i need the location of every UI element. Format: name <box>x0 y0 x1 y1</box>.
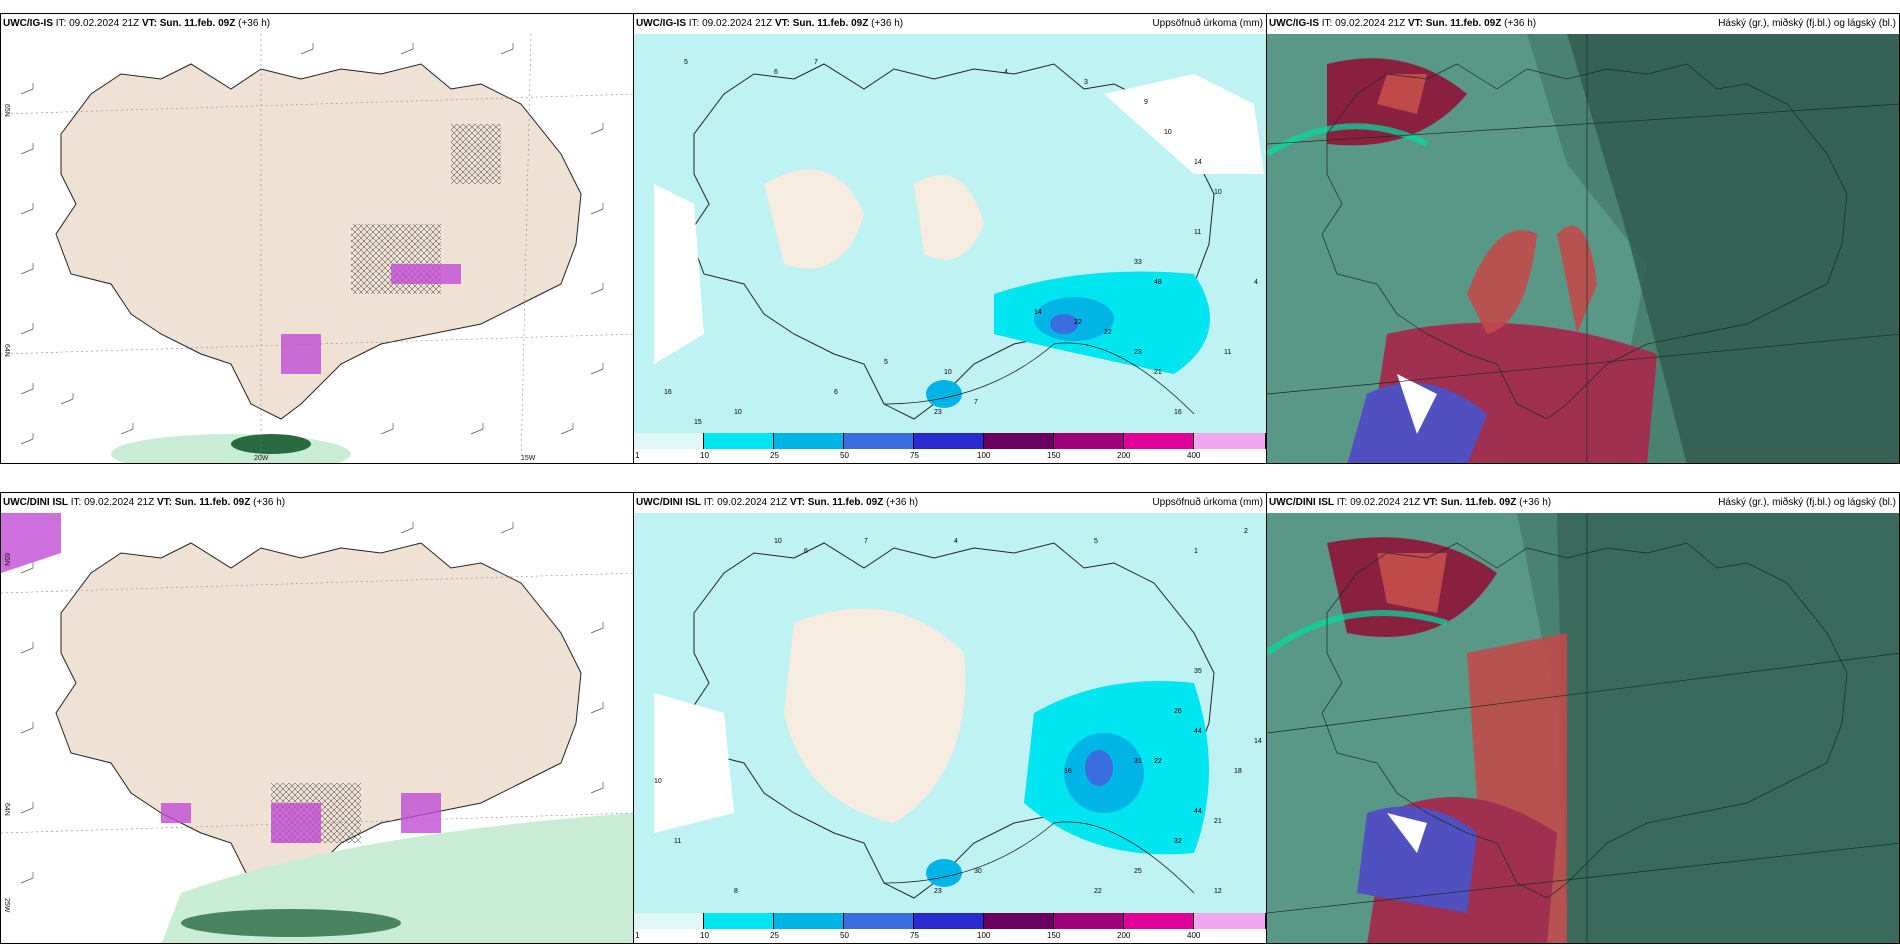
svg-text:44: 44 <box>1194 808 1202 815</box>
precip-map-svg: 5 6 7 4 3 9 10 14 10 11 33 48 22 23 21 16 22 14 10 23 1… <box>634 34 1266 435</box>
panel-title: UWC/DINI ISL IT: 09.02.2024 21Z VT: Sun.… <box>1 493 633 513</box>
svg-text:16: 16 <box>1064 768 1072 775</box>
cloud-map-svg <box>1267 513 1899 943</box>
svg-text:10: 10 <box>774 538 782 545</box>
svg-text:25: 25 <box>1134 868 1142 875</box>
svg-text:31: 31 <box>1134 758 1142 765</box>
cloud-map-svg <box>1267 34 1899 463</box>
svg-text:22: 22 <box>1094 888 1102 895</box>
svg-text:4: 4 <box>954 538 958 545</box>
svg-text:4: 4 <box>1254 279 1258 286</box>
svg-text:14: 14 <box>1034 309 1042 316</box>
svg-text:10: 10 <box>944 369 952 376</box>
precip-colorbar: 1 10 25 50 75 100 150 200 400 <box>634 433 1266 463</box>
panel-title: UWC/DINI ISL IT: 09.02.2024 21Z VT: Sun.… <box>1267 493 1899 513</box>
lon-label: 25W <box>3 898 10 913</box>
svg-text:26: 26 <box>1174 708 1182 715</box>
svg-text:48: 48 <box>1154 279 1162 286</box>
svg-text:9: 9 <box>1144 99 1148 106</box>
svg-text:11: 11 <box>1224 349 1231 356</box>
svg-text:7: 7 <box>974 399 978 406</box>
precip-map-ig: UWC/IG-IS IT: 09.02.2024 21Z VT: Sun. 11… <box>633 13 1267 464</box>
svg-text:10: 10 <box>1214 189 1222 196</box>
svg-text:15: 15 <box>694 419 702 426</box>
precip-map-dini: UWC/DINI ISL IT: 09.02.2024 21Z VT: Sun.… <box>633 492 1267 944</box>
wind-snow-map-dini: UWC/DINI ISL IT: 09.02.2024 21Z VT: Sun.… <box>0 492 634 944</box>
svg-text:11: 11 <box>1194 229 1201 236</box>
svg-text:8: 8 <box>734 888 738 895</box>
svg-text:7: 7 <box>814 59 818 66</box>
svg-text:1: 1 <box>1194 548 1198 555</box>
svg-text:6: 6 <box>834 389 838 396</box>
lon-label: 15W <box>521 455 536 462</box>
panel-title: UWC/IG-IS IT: 09.02.2024 21Z VT: Sun. 11… <box>1 14 633 34</box>
cloud-map-ig: UWC/IG-IS IT: 09.02.2024 21Z VT: Sun. 11… <box>1266 13 1900 464</box>
wind-snow-map-ig: UWC/IG-IS IT: 09.02.2024 21Z VT: Sun. 11… <box>0 13 634 464</box>
svg-text:5: 5 <box>884 359 888 366</box>
svg-text:10: 10 <box>1164 129 1172 136</box>
lat-label: 65N <box>3 553 10 566</box>
svg-text:11: 11 <box>674 838 681 845</box>
lat-label: 64N <box>3 803 10 816</box>
svg-text:18: 18 <box>1234 768 1242 775</box>
svg-text:5: 5 <box>1094 538 1098 545</box>
lon-label: 20W <box>254 455 269 462</box>
precip-colorbar: 1 10 25 50 75 100 150 200 400 <box>634 913 1266 943</box>
lat-label: 64N <box>3 344 10 357</box>
cloud-map-dini: UWC/DINI ISL IT: 09.02.2024 21Z VT: Sun.… <box>1266 492 1900 944</box>
svg-text:33: 33 <box>1134 259 1142 266</box>
wind-map-svg <box>1 34 633 463</box>
cloud-title: Háský (gr.), miðský (fj.bl.) og lágský (… <box>1718 497 1896 508</box>
svg-text:6: 6 <box>774 69 778 76</box>
svg-text:35: 35 <box>1194 668 1202 675</box>
svg-text:10: 10 <box>734 409 742 416</box>
svg-text:7: 7 <box>864 538 868 545</box>
svg-text:22: 22 <box>1074 319 1082 326</box>
svg-text:14: 14 <box>1254 738 1262 745</box>
wind-map-svg <box>1 513 633 943</box>
panel-title: UWC/IG-IS IT: 09.02.2024 21Z VT: Sun. 11… <box>1267 14 1899 34</box>
svg-text:23: 23 <box>934 888 942 895</box>
svg-text:21: 21 <box>1214 818 1222 825</box>
svg-text:3: 3 <box>1084 79 1088 86</box>
lat-label: 65N <box>3 104 10 117</box>
svg-text:5: 5 <box>684 59 688 66</box>
svg-text:16: 16 <box>664 389 672 396</box>
svg-text:12: 12 <box>1214 888 1222 895</box>
precip-title: Uppsöfnuð úrkoma (mm) <box>1152 497 1263 508</box>
svg-text:6: 6 <box>804 548 808 555</box>
svg-text:44: 44 <box>1194 728 1202 735</box>
svg-text:32: 32 <box>1174 838 1182 845</box>
svg-text:10: 10 <box>654 778 662 785</box>
svg-text:23: 23 <box>934 409 942 416</box>
panel-title: UWC/DINI ISL IT: 09.02.2024 21Z VT: Sun.… <box>634 493 1266 513</box>
svg-text:22: 22 <box>1154 758 1162 765</box>
precip-title: Uppsöfnuð úrkoma (mm) <box>1152 18 1263 29</box>
svg-text:21: 21 <box>1154 369 1162 376</box>
svg-text:23: 23 <box>1134 349 1142 356</box>
svg-text:22: 22 <box>1104 329 1112 336</box>
svg-text:16: 16 <box>1174 409 1182 416</box>
panel-title: UWC/IG-IS IT: 09.02.2024 21Z VT: Sun. 11… <box>634 14 1266 34</box>
cloud-title: Háský (gr.), miðský (fj.bl.) og lágský (… <box>1718 18 1896 29</box>
svg-text:30: 30 <box>974 868 982 875</box>
svg-text:14: 14 <box>1194 159 1202 166</box>
svg-text:4: 4 <box>1004 69 1008 76</box>
svg-text:2: 2 <box>1244 528 1248 535</box>
